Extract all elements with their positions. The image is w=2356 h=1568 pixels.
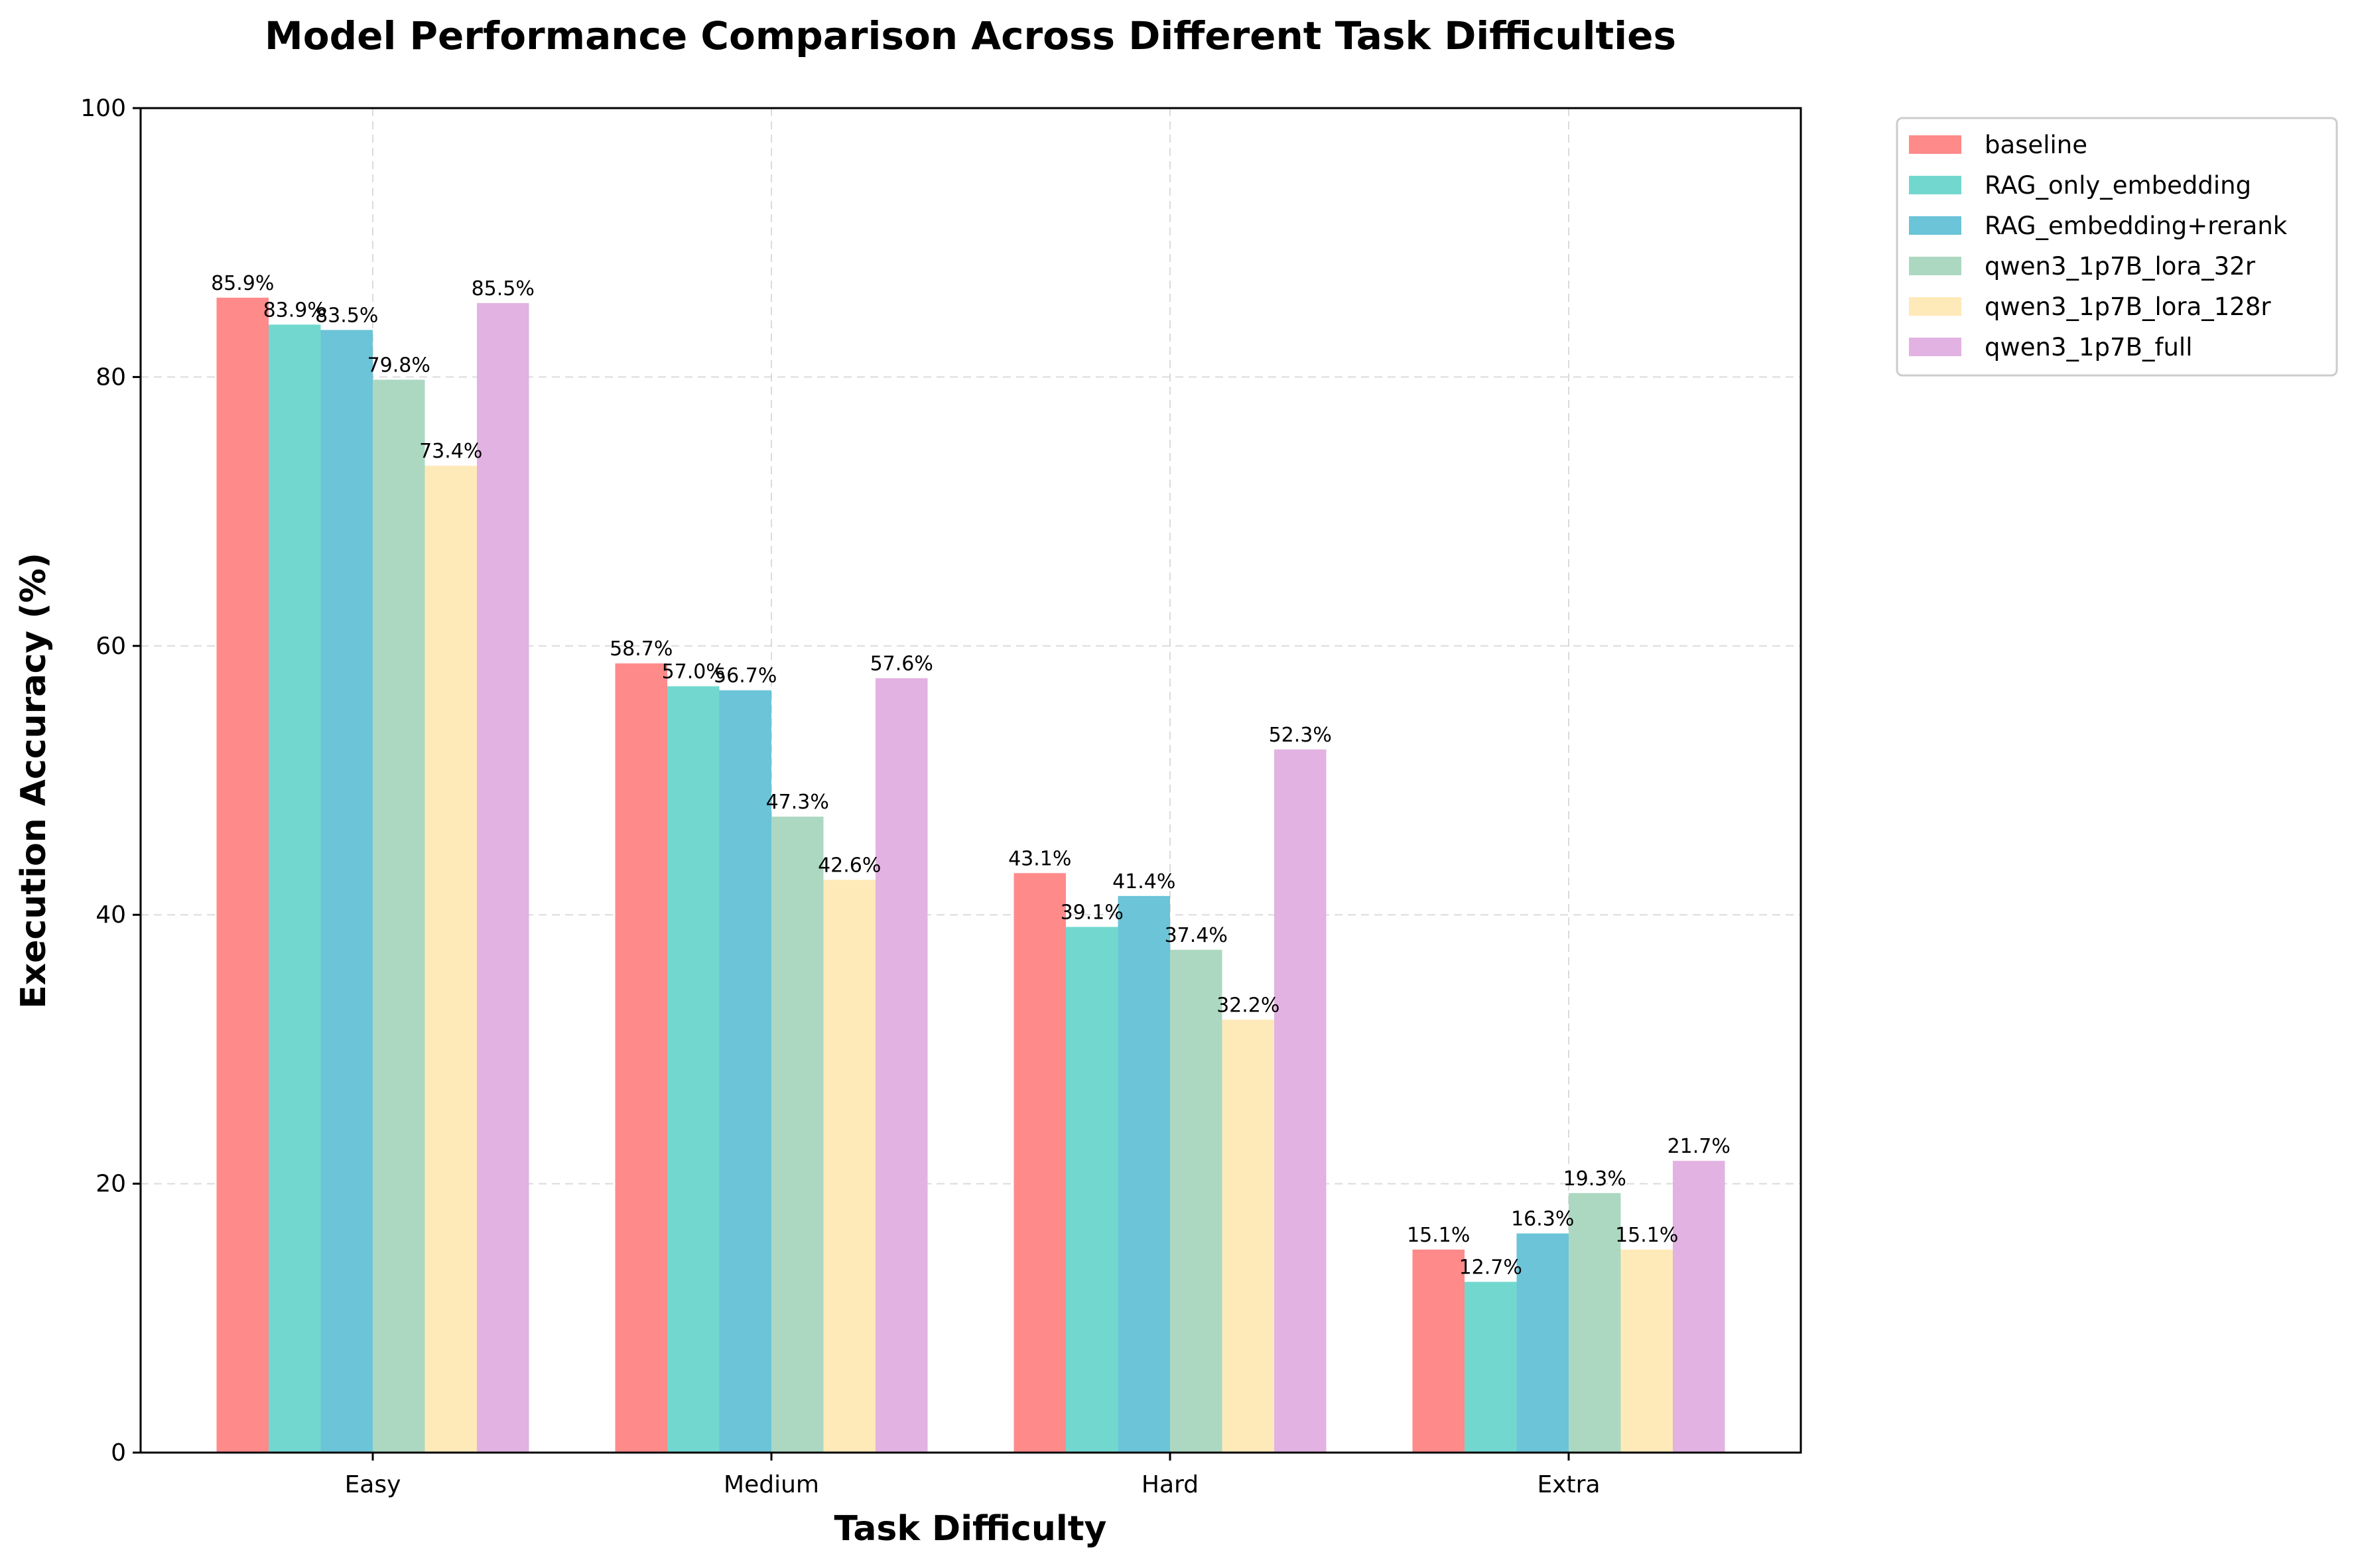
bar-easy-1 [269, 324, 321, 1453]
x-axis: Easy Medium Hard Extra [345, 1453, 1601, 1498]
y-tick-label: 20 [96, 1171, 126, 1198]
bar-easy-3 [373, 379, 425, 1453]
bar-hard-0 [1014, 873, 1066, 1453]
bar-extra-3 [1569, 1193, 1621, 1453]
x-tick-label: Medium [724, 1471, 819, 1498]
bar-extra-1 [1465, 1281, 1517, 1453]
bar-value-label: 37.4% [1165, 924, 1228, 947]
y-axis: 0 20 40 60 80 100 [80, 95, 141, 1467]
bar-value-label: 21.7% [1668, 1135, 1731, 1158]
bar-value-label: 47.3% [766, 791, 829, 814]
bar-value-label: 41.4% [1112, 870, 1175, 893]
x-tick-label: Extra [1537, 1471, 1600, 1498]
y-tick-label: 40 [96, 901, 126, 929]
bar-value-label: 32.2% [1216, 994, 1279, 1017]
bar-easy-5 [477, 302, 529, 1453]
bar-easy-4 [425, 466, 477, 1453]
chart-title: Model Performance Comparison Across Diff… [265, 13, 1676, 58]
bar-value-label: 73.4% [419, 440, 482, 463]
bar-value-label: 57.6% [870, 652, 933, 675]
y-tick-label: 0 [111, 1439, 126, 1467]
legend-label: qwen3_1p7B_lora_32r [1985, 252, 2256, 281]
bar-value-label: 58.7% [610, 637, 673, 661]
bar-extra-0 [1412, 1249, 1465, 1453]
bar-medium-3 [771, 817, 824, 1453]
y-tick-label: 80 [96, 363, 126, 391]
data-labels: 85.9% 58.7% 43.1% 15.1% 83.9% 57.0% 39.1% 12.7%… [211, 272, 1731, 1279]
bar-hard-1 [1066, 927, 1118, 1453]
legend-label: RAG_embedding+rerank [1985, 212, 2288, 240]
bar-extra-5 [1673, 1161, 1725, 1453]
bar-hard-3 [1170, 949, 1222, 1453]
bar-value-label: 83.5% [315, 304, 378, 327]
bar-value-label: 16.3% [1511, 1208, 1574, 1231]
legend-swatch [1909, 176, 1961, 194]
legend-label: RAG_only_embedding [1985, 171, 2251, 200]
bar-value-label: 39.1% [1061, 901, 1124, 924]
legend-swatch [1909, 297, 1961, 316]
bar-value-label: 42.6% [818, 854, 881, 877]
bar-hard-5 [1274, 749, 1327, 1453]
legend-swatch [1909, 216, 1961, 235]
bar-value-label: 43.1% [1008, 847, 1071, 870]
legend-swatch [1909, 135, 1961, 154]
bar-medium-0 [615, 663, 667, 1453]
y-axis-label: Execution Accuracy (%) [14, 553, 54, 1009]
bars [216, 297, 1725, 1453]
y-tick-label: 60 [96, 633, 126, 660]
bar-hard-4 [1222, 1019, 1274, 1453]
bar-medium-5 [876, 678, 928, 1453]
y-tick-label: 100 [80, 95, 126, 122]
legend-label: baseline [1985, 131, 2087, 159]
legend-label: qwen3_1p7B_full [1985, 333, 2193, 361]
bar-value-label: 56.7% [714, 665, 777, 688]
bar-medium-4 [823, 880, 876, 1453]
legend-box [1896, 117, 2338, 377]
bar-easy-0 [216, 297, 269, 1453]
bar-easy-2 [320, 330, 373, 1453]
bar-value-label: 15.1% [1407, 1224, 1470, 1247]
bar-value-label: 79.8% [367, 354, 430, 377]
bar-value-label: 12.7% [1459, 1256, 1522, 1279]
x-tick-label: Hard [1142, 1471, 1199, 1498]
bar-hard-2 [1118, 895, 1170, 1453]
bar-medium-1 [667, 686, 720, 1453]
bar-value-label: 52.3% [1269, 724, 1332, 747]
bar-extra-4 [1620, 1249, 1673, 1453]
bar-extra-2 [1516, 1233, 1569, 1453]
plot-frame [139, 107, 1802, 1454]
legend-label: qwen3_1p7B_lora_128r [1985, 293, 2271, 321]
bar-medium-2 [719, 690, 771, 1453]
bar-value-label: 85.5% [472, 277, 535, 300]
x-tick-label: Easy [345, 1471, 401, 1498]
bar-value-label: 83.9% [263, 298, 326, 322]
bar-value-label: 57.0% [662, 661, 725, 684]
legend-swatch [1909, 257, 1961, 275]
legend: baseline RAG_only_embedding RAG_embedding+… [1896, 117, 2338, 377]
legend-swatch [1909, 338, 1961, 356]
bar-value-label: 15.1% [1615, 1224, 1678, 1247]
bar-value-label: 85.9% [211, 272, 274, 295]
bar-value-label: 19.3% [1563, 1167, 1626, 1191]
x-axis-label: Task Difficulty [834, 1509, 1107, 1549]
